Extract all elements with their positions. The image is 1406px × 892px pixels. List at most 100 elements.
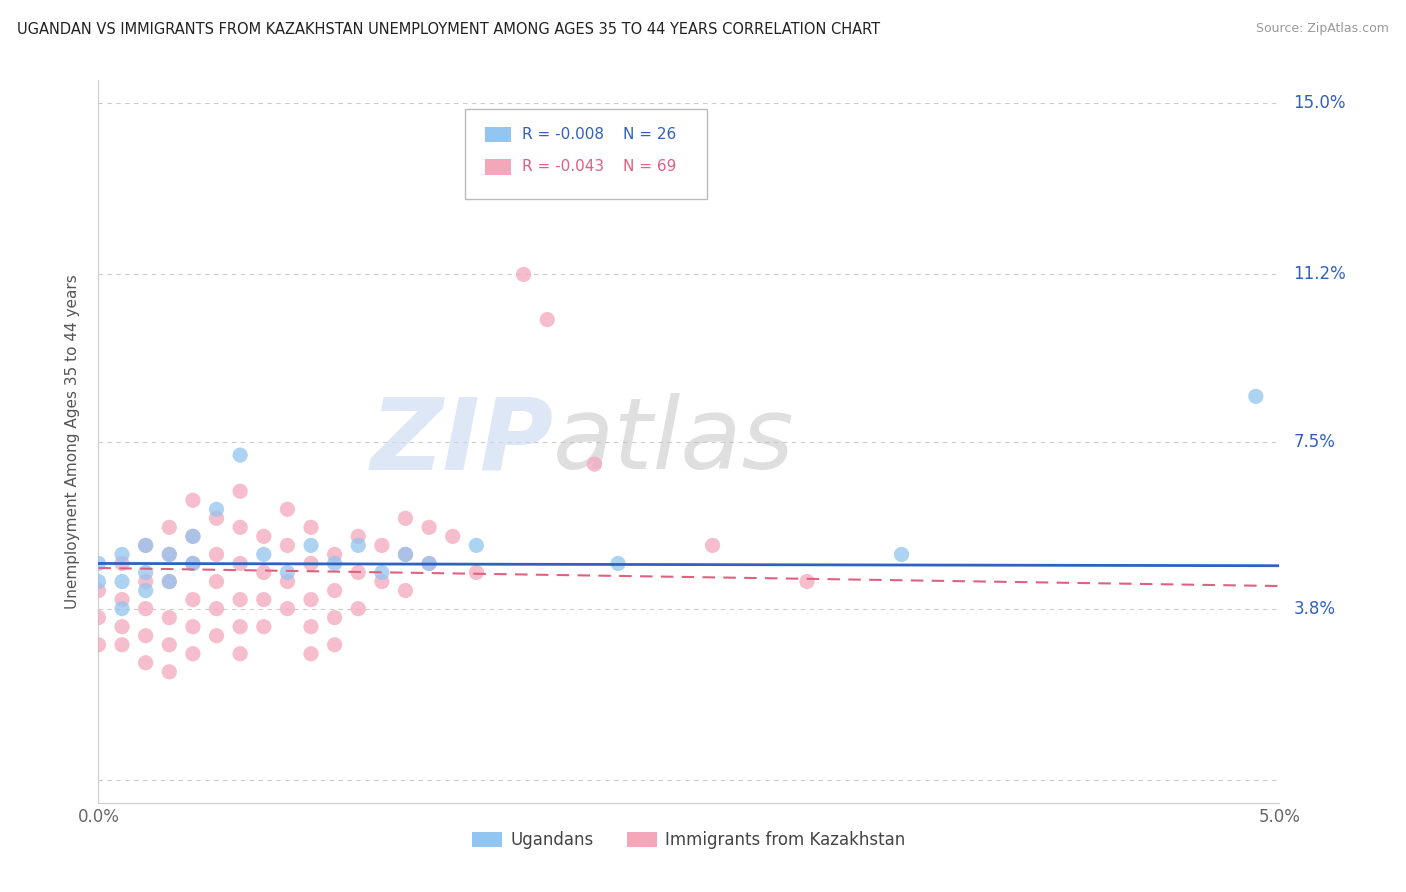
Point (135, 566, 157, 580)
Text: N = 69: N = 69 (623, 160, 676, 175)
Point (111, 557, 134, 571)
Point (347, 529, 370, 543)
Point (229, 620, 252, 634)
Point (323, 557, 346, 571)
Point (1244, 389, 1267, 403)
Point (276, 601, 298, 615)
Point (607, 557, 630, 571)
Text: ZIP: ZIP (370, 393, 553, 490)
Point (299, 557, 322, 571)
Point (111, 592, 134, 607)
Point (323, 638, 346, 652)
Point (135, 538, 157, 552)
Point (111, 638, 134, 652)
Point (135, 656, 157, 670)
Point (371, 574, 394, 589)
Text: N = 26: N = 26 (623, 127, 676, 142)
Point (299, 620, 322, 634)
Point (371, 538, 394, 552)
Point (229, 484, 252, 499)
Point (181, 529, 204, 543)
Point (276, 502, 298, 516)
Point (135, 601, 157, 615)
Point (347, 538, 370, 552)
Point (347, 566, 370, 580)
Point (276, 566, 298, 580)
Point (253, 620, 276, 634)
Text: Source: ZipAtlas.com: Source: ZipAtlas.com (1256, 22, 1389, 36)
Point (181, 493, 204, 508)
Point (394, 511, 416, 525)
Point (205, 629, 228, 643)
Point (229, 647, 252, 661)
Point (253, 592, 276, 607)
Point (229, 520, 252, 534)
Point (135, 538, 157, 552)
Point (181, 620, 204, 634)
Point (205, 502, 228, 516)
Point (181, 557, 204, 571)
Point (111, 601, 134, 615)
Point (702, 538, 724, 552)
Point (157, 548, 180, 562)
Point (181, 529, 204, 543)
Point (205, 574, 228, 589)
Point (87, 583, 110, 598)
Point (87, 610, 110, 624)
Point (418, 557, 440, 571)
Point (890, 548, 912, 562)
Point (441, 529, 464, 543)
Point (181, 647, 204, 661)
Text: R = -0.043: R = -0.043 (523, 160, 605, 175)
Point (394, 583, 416, 598)
Point (371, 566, 394, 580)
Point (157, 574, 180, 589)
Point (229, 592, 252, 607)
Point (205, 548, 228, 562)
Point (465, 566, 488, 580)
Point (205, 601, 228, 615)
Point (157, 520, 180, 534)
Bar (485, 159, 510, 175)
Point (87, 574, 110, 589)
Point (229, 448, 252, 462)
Point (111, 574, 134, 589)
Point (87, 638, 110, 652)
Point (299, 592, 322, 607)
Text: atlas: atlas (553, 393, 794, 490)
Point (181, 592, 204, 607)
Point (157, 548, 180, 562)
Point (394, 548, 416, 562)
Text: 7.5%: 7.5% (1294, 433, 1336, 450)
Text: 15.0%: 15.0% (1294, 94, 1346, 112)
Point (299, 647, 322, 661)
Point (135, 629, 157, 643)
Text: 11.2%: 11.2% (1294, 266, 1346, 284)
Point (253, 566, 276, 580)
Point (418, 520, 440, 534)
Point (536, 312, 558, 326)
Text: 3.8%: 3.8% (1294, 599, 1336, 617)
Point (87, 557, 110, 571)
Point (276, 538, 298, 552)
Point (111, 548, 134, 562)
Point (157, 610, 180, 624)
Point (796, 574, 818, 589)
Point (181, 557, 204, 571)
Point (157, 574, 180, 589)
Bar (485, 127, 510, 143)
Legend: Ugandans, Immigrants from Kazakhstan: Ugandans, Immigrants from Kazakhstan (465, 824, 912, 856)
Point (323, 583, 346, 598)
Point (299, 520, 322, 534)
Point (583, 457, 606, 471)
Point (229, 557, 252, 571)
Point (135, 583, 157, 598)
Point (418, 557, 440, 571)
Point (394, 548, 416, 562)
Point (299, 538, 322, 552)
Point (205, 511, 228, 525)
Point (512, 268, 534, 282)
Point (347, 601, 370, 615)
Point (465, 538, 488, 552)
Point (111, 620, 134, 634)
